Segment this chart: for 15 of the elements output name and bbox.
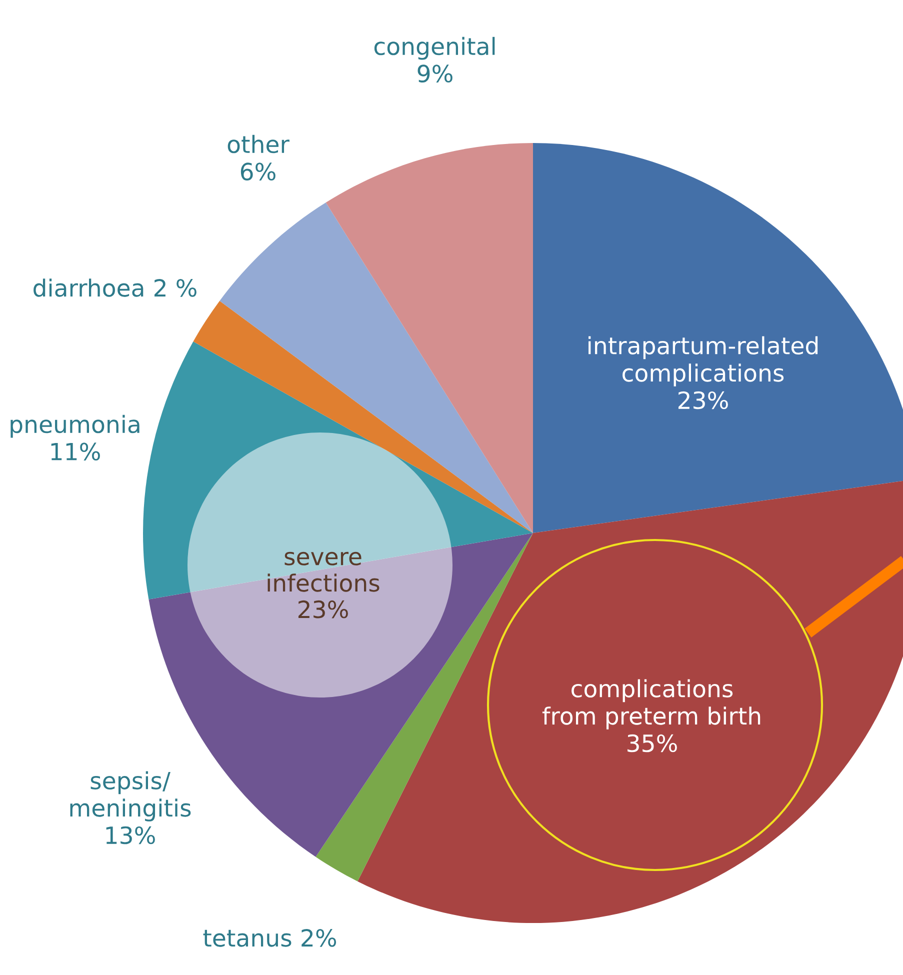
slice-label: pneumonia xyxy=(10,414,140,438)
slice-label: tetanus 2% xyxy=(203,928,336,947)
slice-label: diarrhoea 2 % xyxy=(34,278,196,297)
slice-label: congenital xyxy=(374,36,495,60)
data-label: 35% xyxy=(628,734,677,752)
data-label: 9% xyxy=(418,64,452,83)
data-label: 6% xyxy=(240,162,276,181)
data-label: 11% xyxy=(51,442,100,461)
data-label: 23% xyxy=(678,391,728,410)
slice-label: other xyxy=(228,134,290,154)
text: severe infections 23% xyxy=(268,552,380,618)
slice-label: complications from preterm birth xyxy=(542,679,760,730)
slice-label: intrapartum-related complications xyxy=(588,336,818,386)
data-label: 13% xyxy=(106,826,155,844)
slice-label: sepsis/ meningitis xyxy=(70,771,191,822)
